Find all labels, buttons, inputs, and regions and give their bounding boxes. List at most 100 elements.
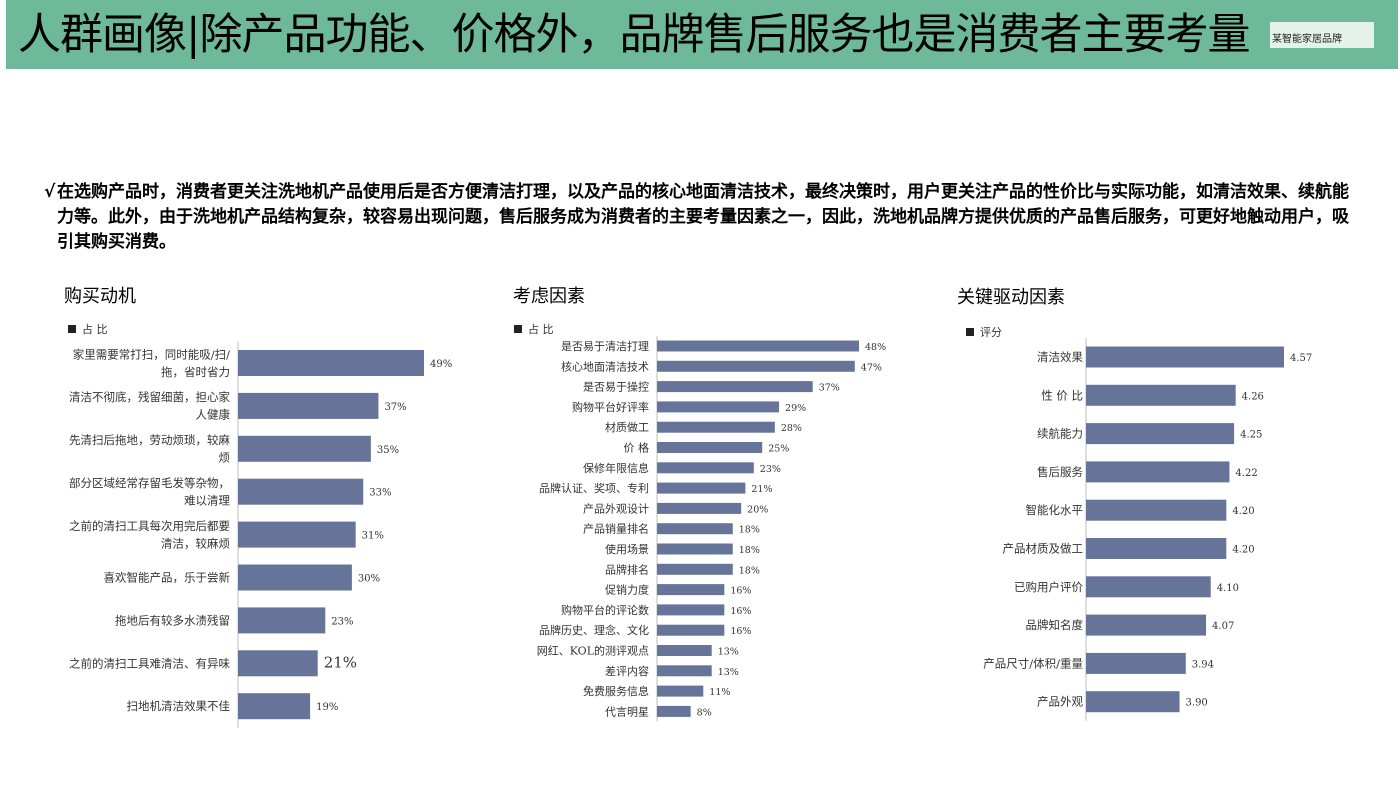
consideration-factors-category-label-16: 差评内容 xyxy=(605,664,649,678)
key-drivers-value-label-5: 4.20 xyxy=(1232,545,1254,556)
consideration-factors-value-label-6: 23% xyxy=(760,464,781,475)
purchase-motivation-bar-8 xyxy=(238,693,311,720)
purchase-motivation-category-label-2-0: 先清扫后拖地，劳动烦琐，较麻 xyxy=(69,433,230,447)
consideration-factors-bar-9 xyxy=(657,523,733,535)
consideration-factors-category-label-12: 促销力度 xyxy=(605,583,649,597)
key-drivers-category-label-4: 智能化水平 xyxy=(1026,503,1084,517)
legend-consideration-factors: 占 比 xyxy=(514,321,554,337)
key-drivers-bar-1 xyxy=(1086,384,1236,406)
purchase-motivation-category-label-0-1: 拖，省时省力 xyxy=(161,365,230,379)
purchase-motivation-category-label-5: 喜欢智能产品，乐于尝新 xyxy=(104,571,231,585)
legend-label: 占 比 xyxy=(82,323,108,336)
consideration-factors-category-label-8: 产品外观设计 xyxy=(583,501,649,515)
consideration-factors-category-label-0: 是否易于清洁打理 xyxy=(561,339,649,353)
consideration-factors-category-label-17: 免费服务信息 xyxy=(583,684,649,698)
legend-square-icon xyxy=(966,328,974,336)
consideration-factors-bar-7 xyxy=(657,482,746,494)
consideration-factors-value-label-3: 29% xyxy=(785,403,806,414)
chart-title-consideration-factors: 考虑因素 xyxy=(513,286,585,307)
legend-label: 评分 xyxy=(980,326,1002,339)
consideration-factors-bar-1 xyxy=(657,360,855,372)
key-drivers-bar-8 xyxy=(1086,652,1186,674)
purchase-motivation-bar-5 xyxy=(238,564,352,591)
chart-title-key-drivers: 关键驱动因素 xyxy=(957,287,1065,308)
summary-paragraph: √ 在选购产品时，消费者更关注洗地机产品使用后是否方便清洁打理，以及产品的核心地… xyxy=(44,180,1364,255)
consideration-factors-value-label-11: 18% xyxy=(739,565,760,576)
purchase-motivation-category-label-2-1: 烦 xyxy=(219,451,231,465)
consideration-factors-category-label-18: 代言明星 xyxy=(605,705,649,718)
key-drivers-category-label-3: 售后服务 xyxy=(1037,465,1083,479)
chart-title-purchase-motivation: 购买动机 xyxy=(64,286,136,307)
key-drivers-category-label-1: 性 价 比 xyxy=(1041,388,1083,402)
consideration-factors-value-label-7: 21% xyxy=(751,484,772,495)
purchase-motivation-category-label-8: 扫地机清洁效果不佳 xyxy=(127,699,231,713)
key-drivers-value-label-8: 3.94 xyxy=(1192,659,1214,670)
purchase-motivation-value-label-5: 30% xyxy=(358,574,380,585)
key-drivers-category-label-2: 续航能力 xyxy=(1037,427,1083,441)
consideration-factors-category-label-9: 产品销量排名 xyxy=(583,522,649,536)
legend-square-icon xyxy=(68,325,76,333)
purchase-motivation-bar-2 xyxy=(238,435,371,462)
purchase-motivation-category-label-3-0: 部分区域经常存留毛发等杂物， xyxy=(69,476,230,490)
key-drivers-bar-0 xyxy=(1086,346,1284,368)
purchase-motivation-value-label-6: 23% xyxy=(331,616,353,627)
consideration-factors-value-label-12: 16% xyxy=(730,586,751,597)
purchase-motivation-category-label-6: 拖地后有较多水渍残留 xyxy=(115,613,230,627)
key-drivers-bar-9 xyxy=(1086,691,1180,713)
consideration-factors-bar-14 xyxy=(657,624,725,636)
key-drivers-bar-4 xyxy=(1086,499,1227,521)
consideration-factors-category-label-5: 价 格 xyxy=(624,441,650,455)
consideration-factors-category-label-11: 品牌排名 xyxy=(605,562,649,576)
consideration-factors-value-label-5: 25% xyxy=(768,444,789,455)
purchase-motivation-value-label-8: 19% xyxy=(316,702,338,713)
consideration-factors-bar-10 xyxy=(657,543,733,555)
consideration-factors-value-label-4: 28% xyxy=(781,423,802,434)
purchase-motivation-bar-4 xyxy=(238,521,356,548)
key-drivers-value-label-6: 4.10 xyxy=(1217,583,1239,594)
purchase-motivation-category-label-4-1: 清洁，较麻烦 xyxy=(161,536,230,550)
legend-key-drivers: 评分 xyxy=(966,324,1002,340)
brand-name: 某智能家居品牌 xyxy=(1272,34,1342,45)
consideration-factors-bar-12 xyxy=(657,584,725,596)
purchase-motivation-value-label-7: 21% xyxy=(324,653,357,671)
consideration-factors-category-label-14: 品牌历史、理念、文化 xyxy=(539,623,649,637)
purchase-motivation-value-label-0: 49% xyxy=(430,359,452,370)
key-drivers-bar-3 xyxy=(1086,461,1230,483)
consideration-factors-value-label-15: 13% xyxy=(718,647,739,658)
key-drivers-category-label-5: 产品材质及做工 xyxy=(1003,542,1084,556)
consideration-factors-bar-6 xyxy=(657,462,754,474)
check-icon: √ xyxy=(44,182,56,202)
consideration-factors-category-label-6: 保修年限信息 xyxy=(583,461,649,475)
key-drivers-bar-5 xyxy=(1086,538,1227,559)
purchase-motivation-value-label-4: 31% xyxy=(362,531,384,542)
consideration-factors-bar-16 xyxy=(657,665,712,677)
page-title: 人群画像|除产品功能、价格外，品牌售后服务也是消费者主要考量 xyxy=(18,10,1250,60)
key-drivers-category-label-8: 产品尺寸/体积/重量 xyxy=(983,656,1083,670)
consideration-factors-value-label-10: 18% xyxy=(739,545,760,556)
key-drivers-category-label-9: 产品外观 xyxy=(1037,695,1083,709)
consideration-factors-bar-11 xyxy=(657,563,733,575)
consideration-factors-bar-13 xyxy=(657,604,725,616)
purchase-motivation-category-label-3-1: 难以清理 xyxy=(184,493,230,507)
key-drivers-category-label-6: 已购用户评价 xyxy=(1014,580,1083,594)
purchase-motivation-value-label-3: 33% xyxy=(369,488,391,499)
consideration-factors-value-label-13: 16% xyxy=(730,606,751,617)
purchase-motivation-bar-0 xyxy=(238,350,424,376)
purchase-motivation-bar-6 xyxy=(238,607,326,634)
key-drivers-value-label-2: 4.25 xyxy=(1240,430,1262,441)
purchase-motivation-category-label-1-0: 清洁不彻底，残留细菌，担心家 xyxy=(69,390,230,404)
consideration-factors-category-label-3: 购物平台好评率 xyxy=(572,400,649,414)
consideration-factors-bar-3 xyxy=(657,401,780,413)
brand-box xyxy=(1270,22,1374,48)
consideration-factors-category-label-4: 材质做工 xyxy=(605,420,649,434)
key-drivers-value-label-9: 3.90 xyxy=(1186,698,1208,709)
consideration-factors-category-label-13: 购物平台的评论数 xyxy=(561,603,649,617)
consideration-factors-value-label-17: 11% xyxy=(709,687,730,698)
purchase-motivation-category-label-1-1: 人健康 xyxy=(196,408,231,422)
purchase-motivation-category-label-4-0: 之前的清扫工具每次用完后都要 xyxy=(69,519,230,533)
consideration-factors-value-label-18: 8% xyxy=(697,707,712,718)
purchase-motivation-bar-1 xyxy=(238,392,379,419)
